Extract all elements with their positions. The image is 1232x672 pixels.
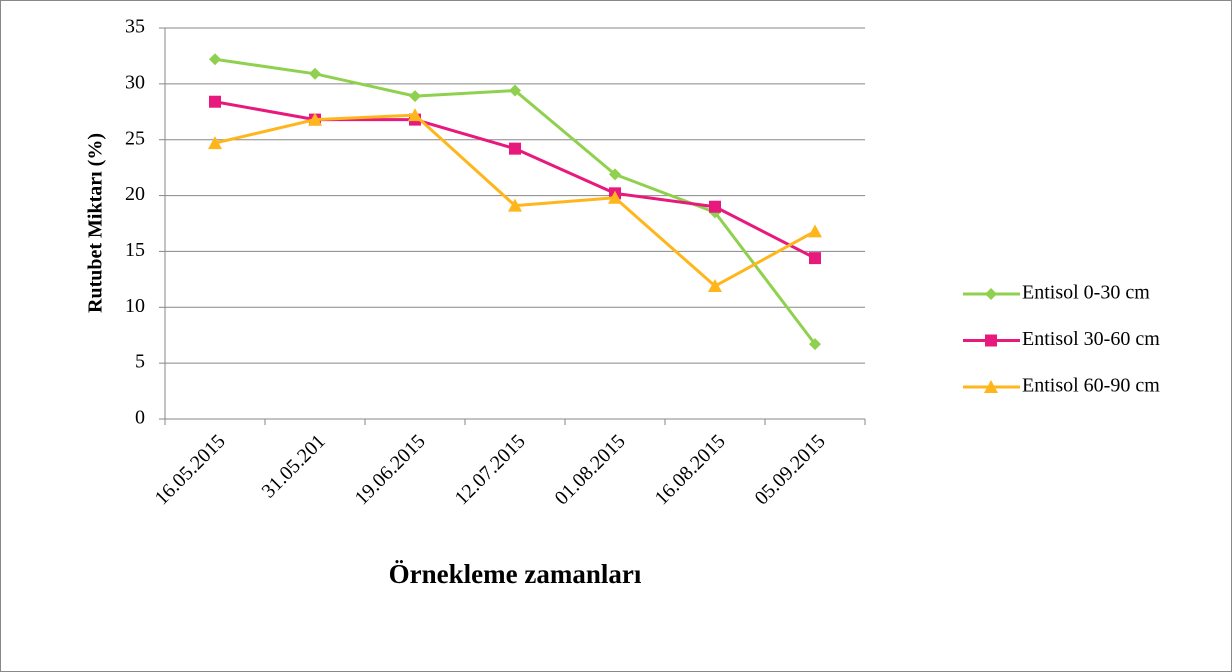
y-tick-label: 35 <box>125 16 145 38</box>
data-point <box>608 190 622 204</box>
legend-label: Entisol 60-90 cm <box>1022 375 1160 397</box>
data-point <box>308 112 322 126</box>
legend-label: Entisol 0-30 cm <box>1022 282 1150 304</box>
y-tick-label: 10 <box>125 295 145 317</box>
data-point <box>809 338 821 351</box>
data-point <box>808 224 822 238</box>
data-point <box>208 136 222 150</box>
y-tick-label: 15 <box>125 239 145 261</box>
legend-label: Entisol 30-60 cm <box>1022 328 1160 350</box>
y-tick-label: 20 <box>125 183 145 205</box>
legend-marker <box>985 288 997 300</box>
data-point <box>509 142 521 155</box>
data-point <box>809 252 821 265</box>
legend-marker <box>985 334 997 347</box>
data-point <box>508 198 522 212</box>
data-point <box>609 168 621 181</box>
y-tick-label: 0 <box>135 407 145 429</box>
data-point <box>509 84 521 97</box>
data-point <box>709 200 721 213</box>
y-tick-label: 5 <box>135 351 145 373</box>
legend-marker <box>984 380 998 393</box>
data-point <box>708 279 722 293</box>
data-point <box>409 90 421 103</box>
x-axis-title: Örnekleme zamanları <box>389 559 642 589</box>
data-point <box>209 53 221 66</box>
y-tick-label: 25 <box>125 127 145 149</box>
y-tick-label: 30 <box>125 71 145 93</box>
data-point <box>209 95 221 108</box>
data-point <box>408 108 422 122</box>
y-axis-title: Rutubet Miktarı (%) <box>85 133 107 313</box>
data-point <box>309 67 321 80</box>
